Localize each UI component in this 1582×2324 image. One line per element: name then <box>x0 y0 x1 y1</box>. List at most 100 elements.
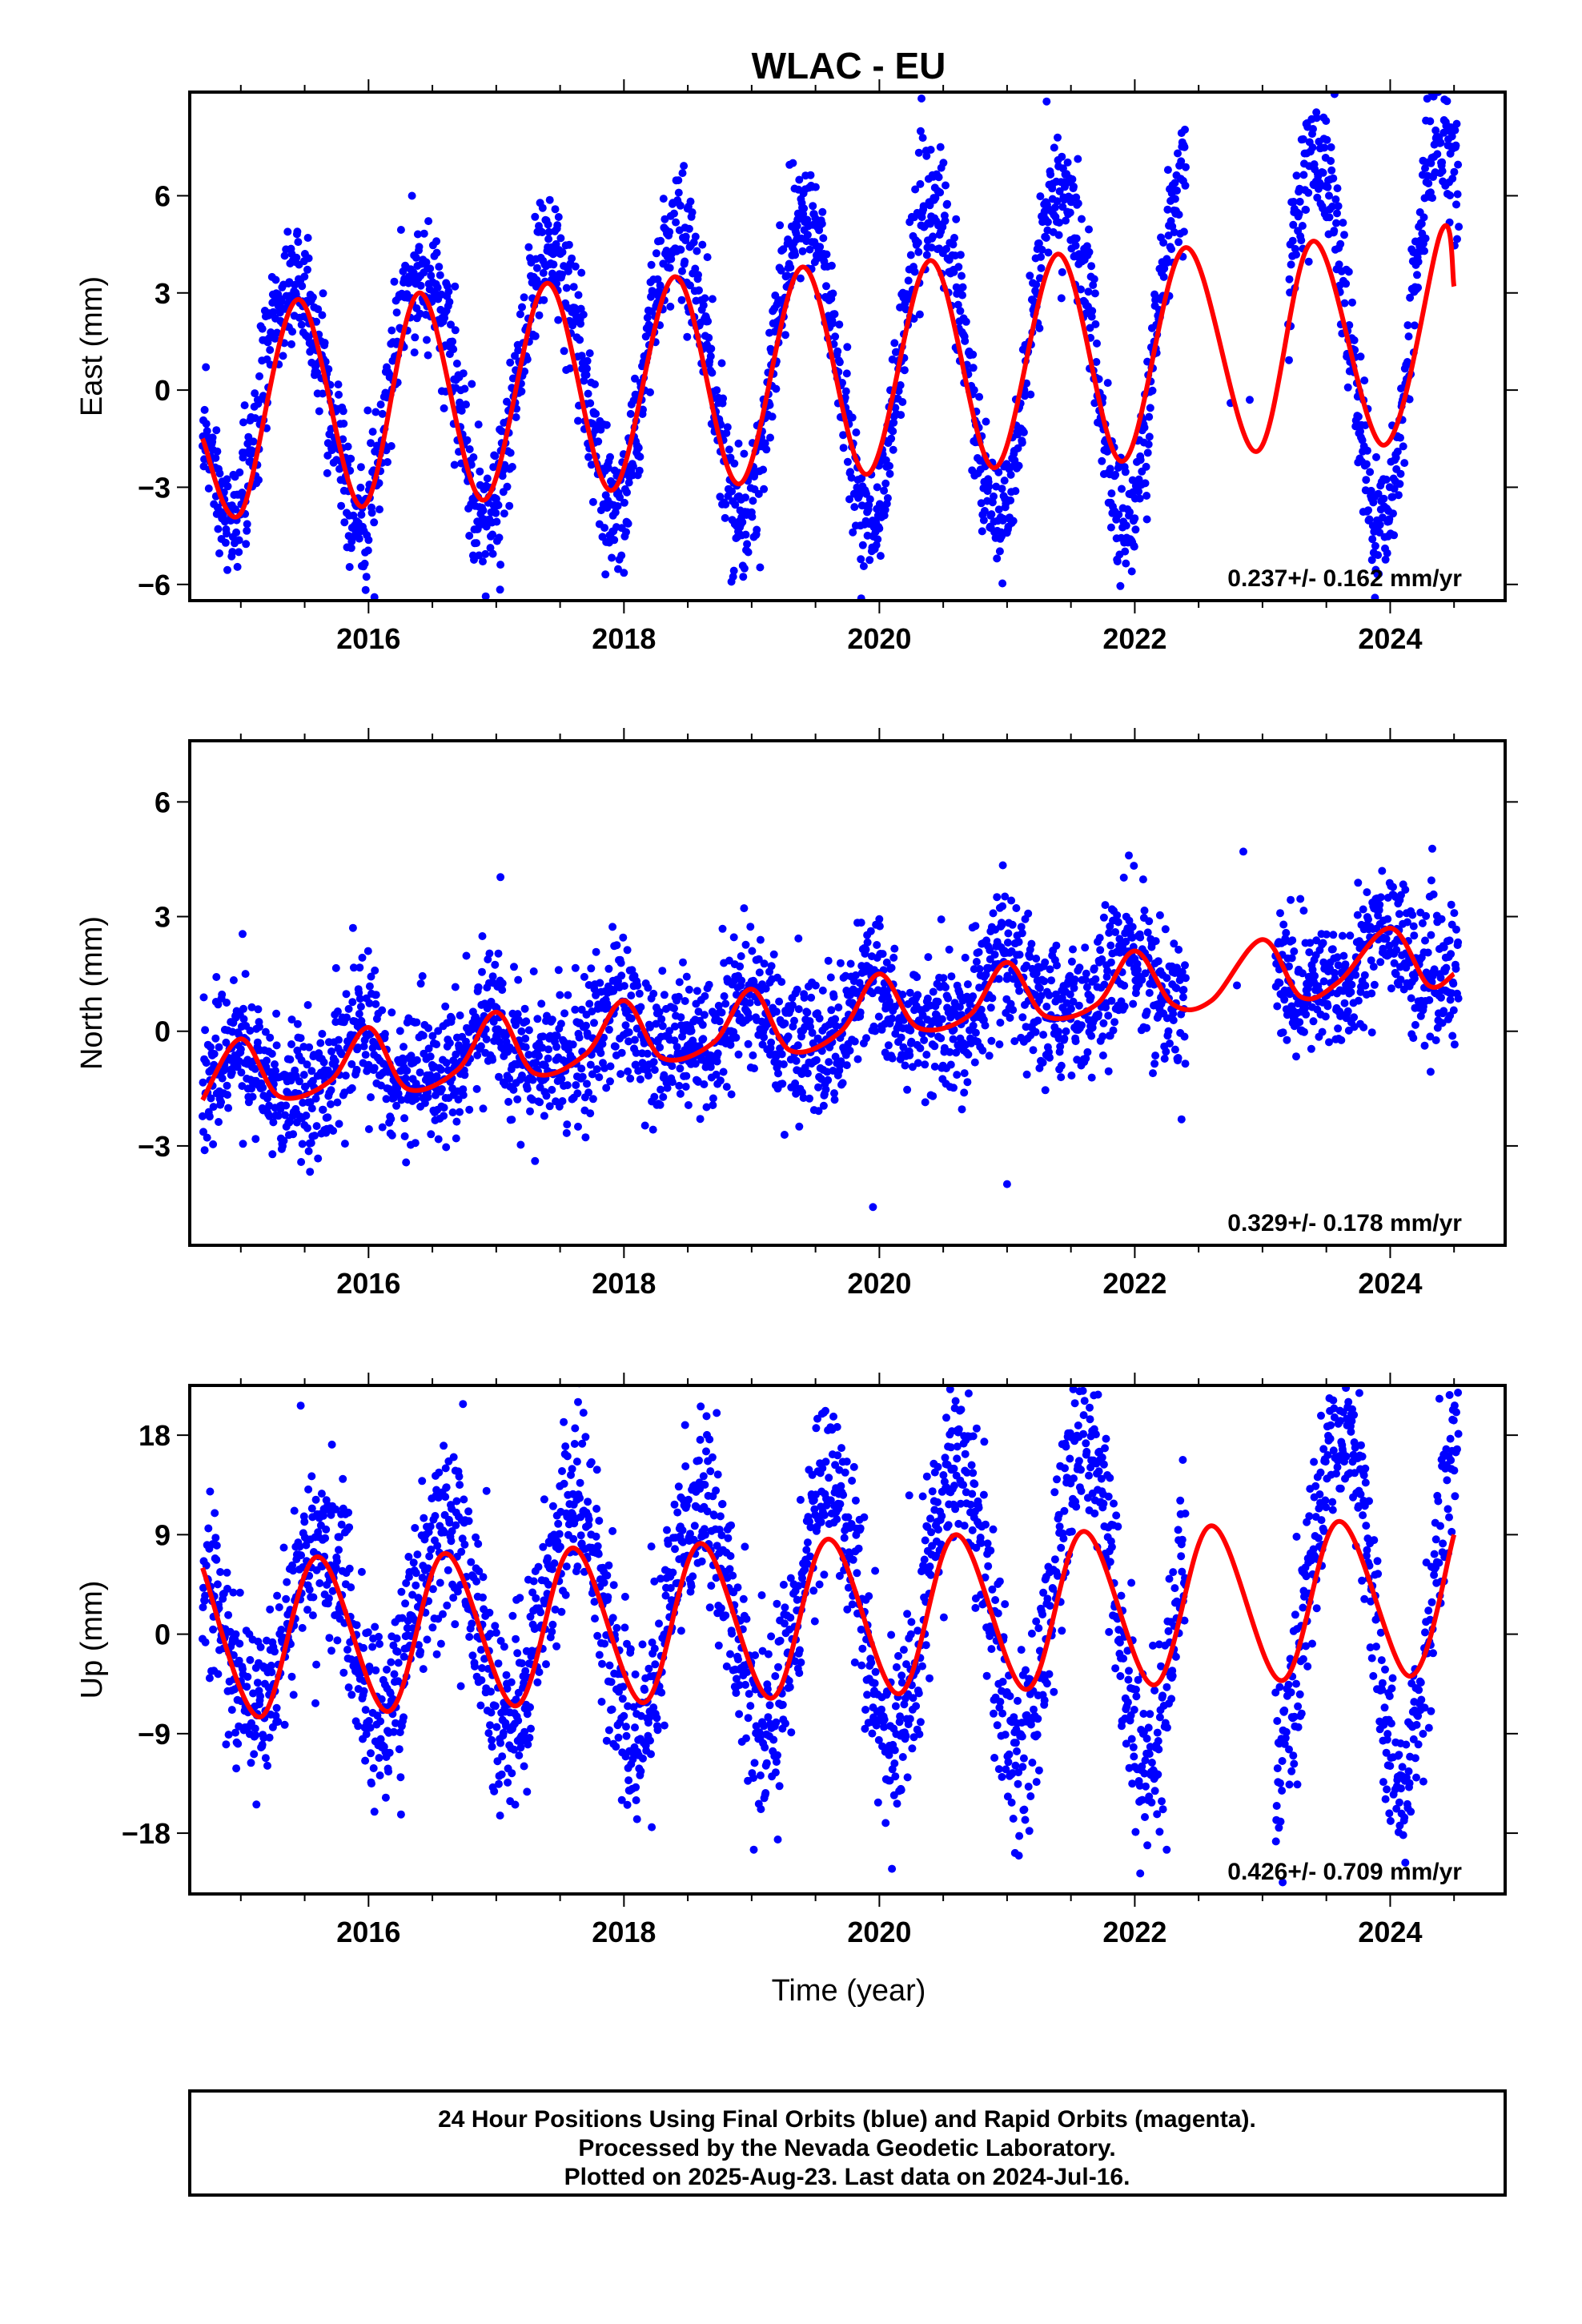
east-point <box>897 411 905 420</box>
north-point <box>370 1063 379 1072</box>
north-point <box>938 1015 946 1023</box>
east-point <box>255 476 263 485</box>
north-point <box>442 1143 451 1152</box>
north-point <box>1062 1027 1070 1035</box>
north-point <box>251 1135 260 1144</box>
north-point <box>586 1060 595 1069</box>
north-point <box>949 1035 958 1043</box>
north-point <box>1106 958 1115 967</box>
north-point <box>199 1112 207 1120</box>
east-point <box>665 263 674 272</box>
east-point <box>1068 175 1077 183</box>
north-point <box>365 999 374 1007</box>
east-point <box>465 532 474 540</box>
north-point <box>556 1019 565 1028</box>
east-point <box>1327 143 1335 151</box>
north-point <box>1056 1042 1065 1051</box>
north-point <box>981 1021 990 1030</box>
north-point <box>1447 950 1456 959</box>
north-point <box>344 1004 353 1013</box>
east-point <box>601 570 610 579</box>
east-point <box>803 215 812 224</box>
north-point <box>247 1003 256 1011</box>
east-point <box>919 202 928 211</box>
east-point <box>363 546 372 555</box>
east-point <box>503 482 512 491</box>
east-point <box>803 231 812 239</box>
north-point <box>1081 943 1090 952</box>
north-point <box>696 1115 705 1124</box>
north-point <box>612 941 621 950</box>
north-point <box>624 1028 633 1036</box>
east-point <box>1285 356 1293 364</box>
north-point <box>1329 931 1338 939</box>
east-point <box>674 188 683 197</box>
east-point <box>730 459 739 468</box>
east-point <box>1174 211 1183 219</box>
east-point <box>880 486 889 495</box>
east-point <box>1313 193 1322 202</box>
east-point <box>472 539 481 548</box>
north-point <box>995 1040 1004 1049</box>
east-point <box>1140 423 1149 432</box>
east-point <box>998 579 1007 588</box>
north-point <box>1038 1058 1047 1067</box>
north-point <box>1149 1069 1157 1078</box>
north-point <box>1140 907 1149 915</box>
north-xtick-label: 2016 <box>336 1267 400 1300</box>
east-point <box>904 276 913 285</box>
east-point <box>962 317 970 326</box>
north-point <box>889 953 898 962</box>
north-point <box>1346 931 1355 940</box>
east-point <box>318 311 327 320</box>
north-point <box>526 1107 534 1116</box>
east-point <box>574 416 582 425</box>
east-point <box>753 525 761 534</box>
east-point <box>532 263 541 272</box>
east-point <box>1361 421 1370 430</box>
east-point <box>1177 157 1186 166</box>
north-point <box>1090 964 1098 973</box>
east-point <box>744 548 753 557</box>
north-point <box>1449 979 1458 988</box>
north-point <box>1103 967 1112 975</box>
north-point <box>974 948 983 956</box>
north-point <box>837 1057 845 1066</box>
east-point <box>1070 183 1078 191</box>
north-point <box>1087 1073 1096 1082</box>
north-point <box>1174 1054 1182 1062</box>
east-point <box>705 333 713 342</box>
east-point <box>738 518 747 526</box>
north-point <box>643 1049 652 1058</box>
north-point <box>866 927 875 935</box>
north-point <box>1071 1037 1080 1046</box>
north-point <box>356 1003 365 1011</box>
north-point <box>402 1158 411 1167</box>
east-point <box>579 310 588 319</box>
north-point <box>387 1008 396 1017</box>
east-point <box>323 451 332 460</box>
north-point <box>1161 925 1170 934</box>
north-point <box>937 1034 946 1043</box>
north-point <box>727 1090 736 1099</box>
east-point <box>620 569 628 577</box>
north-point <box>1375 900 1384 909</box>
north-point <box>442 1059 451 1068</box>
east-point <box>1287 260 1295 269</box>
north-point <box>1052 941 1061 950</box>
north-point <box>253 1038 262 1047</box>
east-point <box>411 333 420 342</box>
east-point <box>1299 171 1308 179</box>
east-point <box>922 151 931 160</box>
east-point <box>323 468 331 477</box>
north-point <box>805 1017 814 1026</box>
east-point <box>432 248 441 257</box>
east-point <box>1072 193 1081 202</box>
north-point <box>812 1055 821 1064</box>
east-point <box>979 516 988 525</box>
east-point <box>215 549 223 557</box>
east-point <box>1400 459 1409 468</box>
north-point <box>305 1043 314 1051</box>
north-point <box>265 1112 274 1120</box>
north-point <box>712 1070 721 1079</box>
